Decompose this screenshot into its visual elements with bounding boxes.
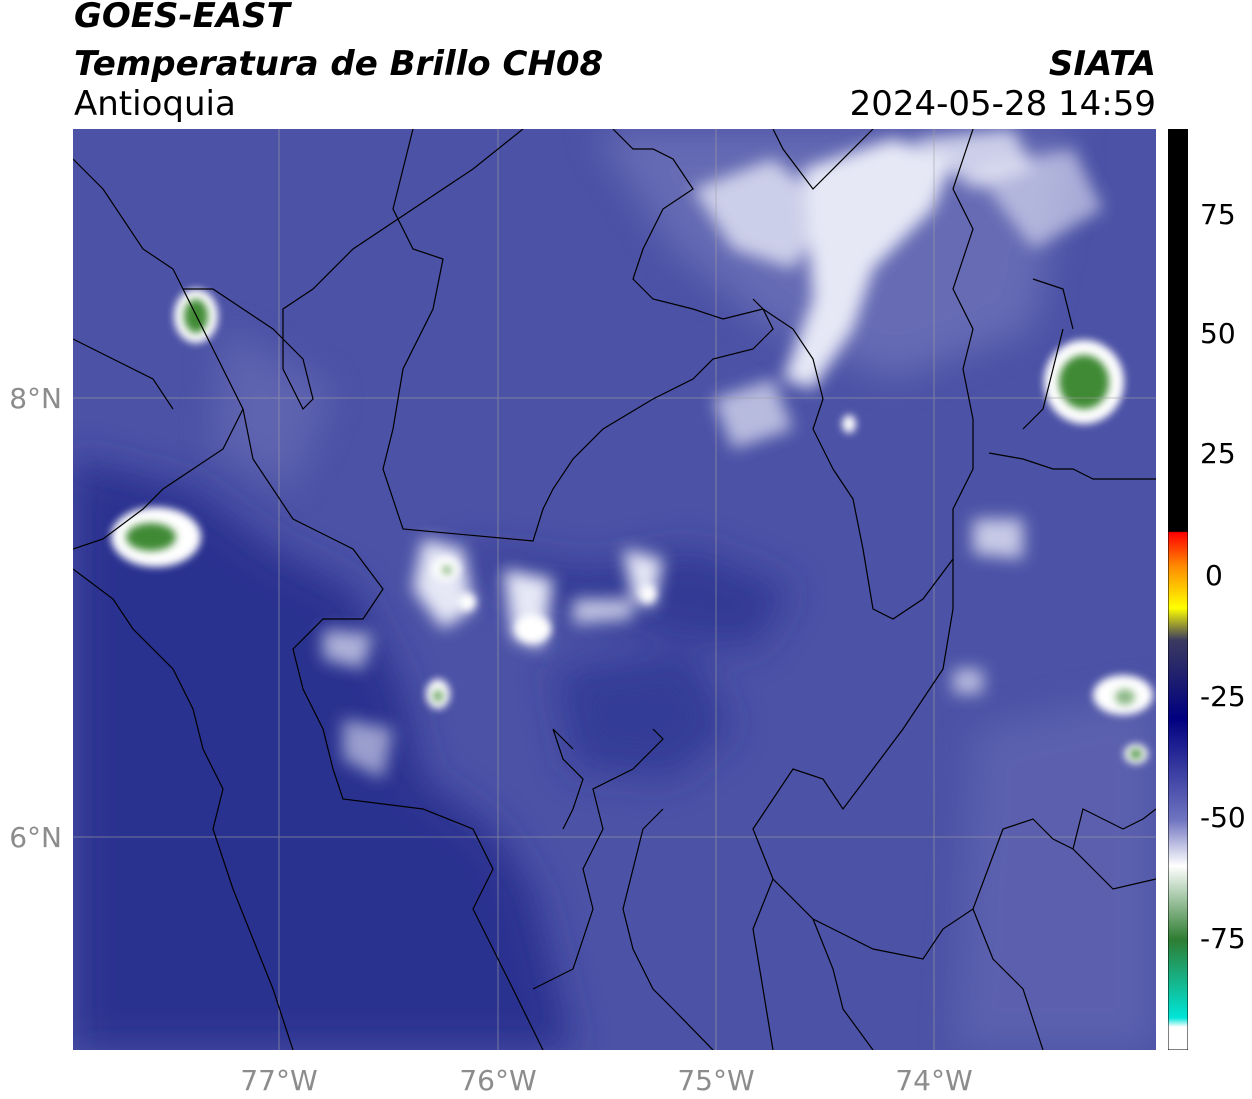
title-product: Temperatura de Brillo CH08 [74, 44, 604, 84]
lon-tick-77w: 77°W [240, 1064, 318, 1097]
title-region: Antioquia [74, 84, 236, 124]
colorbar-tick-75: 75 [1200, 198, 1236, 231]
colorbar-tick-minus75: -75 [1200, 922, 1246, 955]
lon-tick-74w: 74°W [895, 1064, 973, 1097]
brightness-temperature-map [73, 129, 1156, 1050]
colorbar-tick-minus25: -25 [1200, 680, 1246, 713]
colorbar-tick-0: 0 [1205, 559, 1223, 592]
lat-tick-6n: 6°N [9, 821, 62, 854]
boundaries [73, 129, 1156, 1050]
colorbar-tick-minus50: -50 [1200, 801, 1246, 834]
colorbar [1168, 129, 1188, 1050]
gridlines [73, 129, 1156, 1050]
lon-tick-76w: 76°W [459, 1064, 537, 1097]
convective-cores [111, 289, 1153, 764]
lat-tick-8n: 8°N [9, 382, 62, 415]
lon-tick-75w: 75°W [677, 1064, 755, 1097]
colorbar-tick-25: 25 [1200, 437, 1236, 470]
title-satellite: GOES-EAST [74, 0, 290, 36]
title-agency: SIATA [1048, 44, 1156, 84]
colorbar-tick-50: 50 [1200, 317, 1236, 350]
title-timestamp: 2024-05-28 14:59 [849, 84, 1156, 124]
